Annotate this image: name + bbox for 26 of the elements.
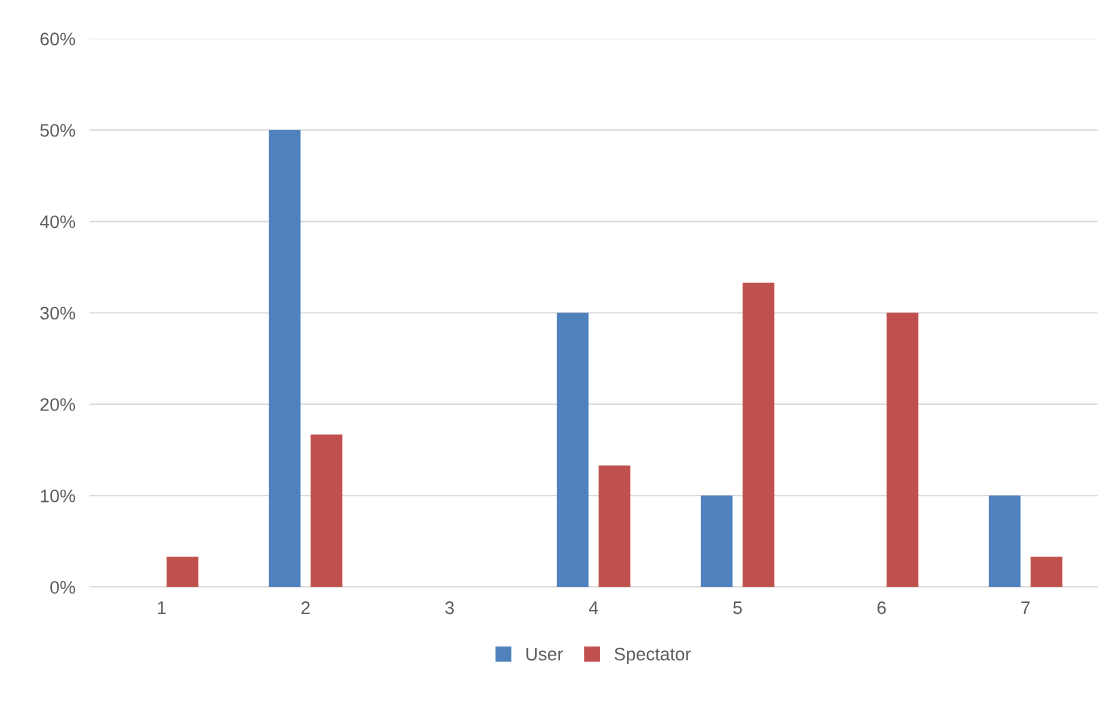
bar xyxy=(1030,556,1063,587)
bar xyxy=(700,495,733,587)
y-tick-label: 50% xyxy=(40,123,76,137)
bar xyxy=(310,434,343,587)
bar xyxy=(268,130,301,587)
bar xyxy=(886,312,919,587)
x-tick-label: 7 xyxy=(1021,601,1030,614)
y-tick-label: 20% xyxy=(40,398,76,411)
legend-label: Spectator xyxy=(614,647,691,665)
x-tick-label: 6 xyxy=(877,601,886,615)
bar xyxy=(166,556,199,587)
y-tick-label: 60% xyxy=(40,32,76,46)
y-tick-label: 40% xyxy=(39,215,76,229)
bar xyxy=(988,495,1021,587)
legend-label: User xyxy=(526,647,563,661)
y-tick-label: 30% xyxy=(40,306,76,320)
bar xyxy=(598,465,631,587)
x-tick-label: 2 xyxy=(301,601,310,614)
x-tick-label: 3 xyxy=(445,601,454,615)
x-tick-label: 5 xyxy=(733,601,742,615)
x-tick-label: 1 xyxy=(157,601,166,614)
y-tick-label: 10% xyxy=(40,489,76,503)
bar xyxy=(556,312,589,587)
bar xyxy=(742,282,775,587)
x-tick-label: 4 xyxy=(588,601,599,614)
y-tick-label: 0% xyxy=(50,580,76,594)
